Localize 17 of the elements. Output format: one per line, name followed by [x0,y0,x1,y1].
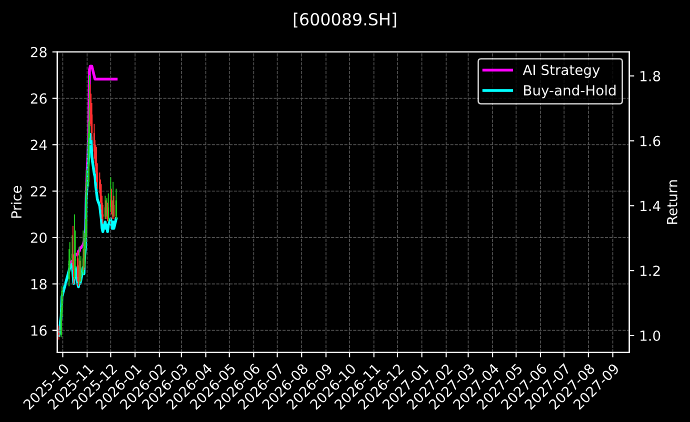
y-tick-label: 22 [30,186,46,196]
legend-label: AI Strategy [522,64,600,78]
y-tick-label: 24 [30,140,47,150]
legend-label: Buy-and-Hold [524,84,616,98]
y-tick-label: 28 [30,46,47,58]
y-tick-label: 26 [30,93,47,104]
y-tick-label: 18 [31,278,47,290]
y2-tick-label: 1.2 [640,266,660,276]
y2-tick-label: 1.6 [640,136,660,146]
y2-tick-label: 1.0 [640,330,660,341]
y2-tick-label: 1.4 [640,200,660,211]
y2-axis-title: Return [667,180,678,224]
y-tick-label: 20 [30,232,47,243]
chart-title: [600089.SH] [294,12,396,28]
y2-tick-label: 1.8 [640,70,660,82]
y-axis-title: Price [10,186,22,218]
y-tick-label: 16 [31,325,47,336]
